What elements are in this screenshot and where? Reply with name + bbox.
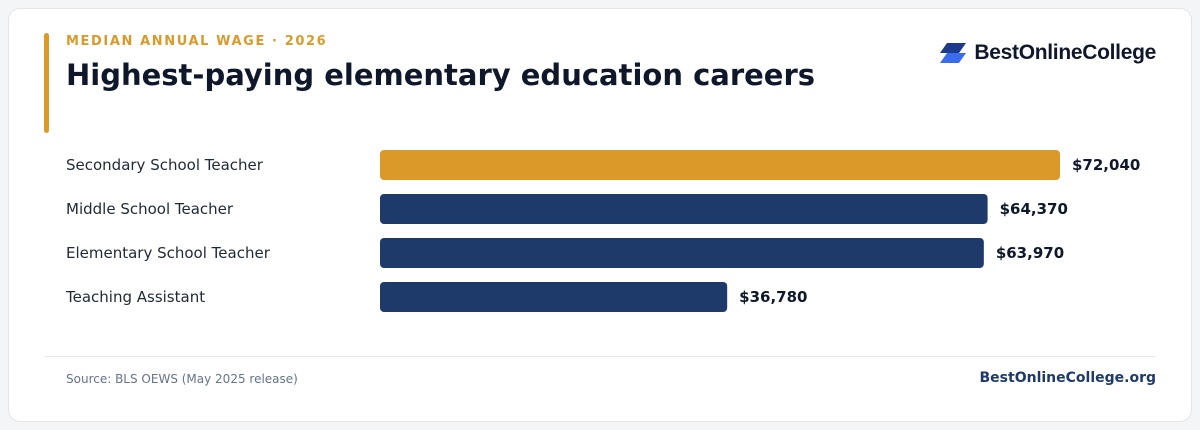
source-note: Source: BLS OEWS (May 2025 release) bbox=[66, 372, 298, 386]
bar bbox=[380, 238, 984, 268]
brand-name: BestOnlineCollege bbox=[974, 41, 1156, 64]
stacked-parallelogram-logo-icon bbox=[940, 43, 967, 63]
category-label: Secondary School Teacher bbox=[66, 156, 264, 174]
site-link[interactable]: BestOnlineCollege.org bbox=[979, 370, 1156, 386]
value-label: $64,370 bbox=[1000, 200, 1068, 218]
value-label: $63,970 bbox=[996, 244, 1064, 262]
bar bbox=[380, 150, 1060, 180]
footer-divider bbox=[44, 356, 1156, 357]
chart-title: Highest-paying elementary education care… bbox=[66, 58, 816, 92]
value-label: $72,040 bbox=[1072, 156, 1140, 174]
category-label: Middle School Teacher bbox=[66, 200, 234, 218]
accent-bar bbox=[44, 33, 49, 133]
value-label: $36,780 bbox=[739, 288, 807, 306]
category-label: Elementary School Teacher bbox=[66, 244, 271, 262]
brand-logo: BestOnlineCollege bbox=[940, 40, 1156, 66]
bar bbox=[380, 282, 728, 312]
eyebrow-label: MEDIAN ANNUAL WAGE · 2026 bbox=[66, 34, 328, 49]
bar bbox=[380, 194, 988, 224]
category-label: Teaching Assistant bbox=[65, 288, 205, 306]
